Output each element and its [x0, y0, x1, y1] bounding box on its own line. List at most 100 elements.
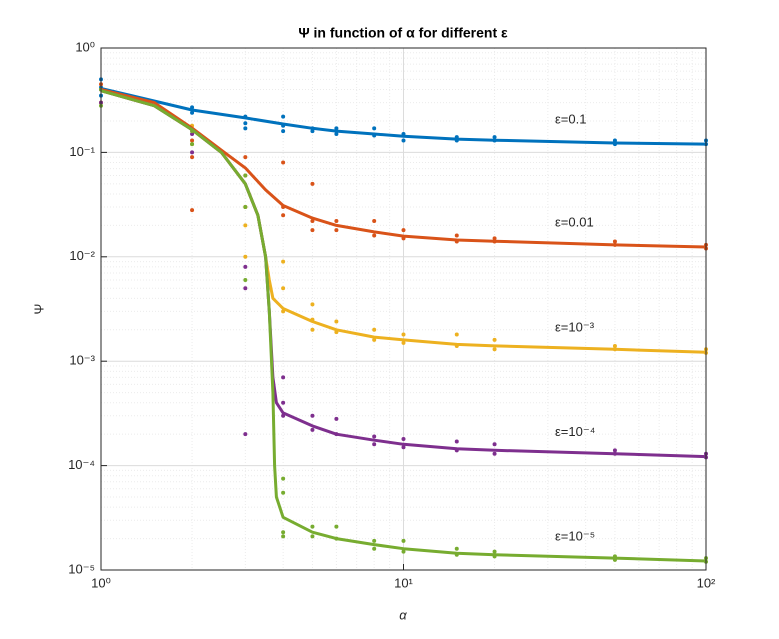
data-point: [334, 132, 339, 137]
series-line: [100, 86, 707, 146]
data-point: [372, 219, 377, 224]
data-point: [334, 126, 339, 131]
data-point: [492, 347, 497, 352]
data-point: [334, 219, 339, 224]
curve-annotation: ε=10⁻³: [555, 320, 595, 335]
data-point: [281, 534, 286, 539]
data-point: [190, 142, 195, 147]
data-point: [281, 114, 286, 119]
data-point: [334, 228, 339, 233]
data-point: [492, 549, 497, 554]
data-point: [612, 343, 617, 348]
data-point: [243, 223, 248, 228]
data-point: [401, 340, 406, 345]
y-tick-label: 10⁰: [75, 39, 95, 54]
data-point: [334, 524, 339, 529]
data-point: [190, 132, 195, 137]
data-point: [281, 375, 286, 380]
x-tick-label: 10⁰: [91, 575, 111, 590]
data-point: [454, 233, 459, 238]
curve-annotation: ε=0.1: [555, 112, 586, 127]
curve-annotation: ε=10⁻⁵: [555, 528, 595, 543]
data-point: [372, 233, 377, 238]
data-point: [243, 432, 248, 437]
data-point: [281, 160, 286, 165]
data-point: [243, 264, 248, 269]
data-point: [190, 155, 195, 160]
data-point: [190, 208, 195, 213]
data-point: [310, 219, 315, 224]
y-tick-label: 10⁻²: [69, 248, 95, 263]
data-point: [281, 259, 286, 264]
data-point: [310, 524, 315, 529]
data-point: [401, 538, 406, 543]
data-point: [492, 451, 497, 456]
data-point: [372, 546, 377, 551]
data-point: [310, 228, 315, 233]
data-point: [372, 126, 377, 131]
data-point: [310, 427, 315, 432]
data-point: [310, 327, 315, 332]
data-point: [372, 442, 377, 447]
data-point: [454, 439, 459, 444]
data-point: [454, 546, 459, 551]
data-point: [243, 277, 248, 282]
data-point: [243, 121, 248, 126]
data-point: [243, 286, 248, 291]
data-point: [281, 400, 286, 405]
data-point: [243, 254, 248, 259]
data-point: [372, 434, 377, 439]
data-point: [281, 286, 286, 291]
data-point: [190, 150, 195, 155]
series-line: [100, 89, 707, 563]
data-point: [243, 204, 248, 209]
y-tick-label: 10⁻³: [69, 353, 95, 368]
data-point: [372, 327, 377, 332]
y-tick-label: 10⁻¹: [69, 144, 95, 159]
data-point: [492, 337, 497, 342]
data-point: [401, 549, 406, 554]
data-point: [281, 129, 286, 134]
data-point: [281, 476, 286, 481]
chart-title: Ψ in function of α for different ε: [298, 25, 508, 41]
data-point: [492, 135, 497, 140]
data-point: [334, 319, 339, 324]
data-point: [243, 155, 248, 160]
data-point: [243, 126, 248, 131]
data-point: [401, 445, 406, 450]
data-point: [401, 228, 406, 233]
data-point: [454, 332, 459, 337]
data-point: [310, 181, 315, 186]
data-point: [334, 416, 339, 421]
data-point: [310, 413, 315, 418]
x-tick-label: 10²: [697, 575, 716, 590]
data-point: [612, 239, 617, 244]
axes-box: [100, 47, 707, 571]
data-point: [190, 138, 195, 143]
x-axis-label: α: [399, 607, 407, 622]
data-point: [190, 110, 195, 115]
data-point: [243, 173, 248, 178]
y-axis-label: Ψ: [31, 304, 46, 315]
data-point: [492, 442, 497, 447]
data-point: [401, 138, 406, 143]
data-point: [310, 129, 315, 134]
data-point: [612, 448, 617, 453]
data-point: [401, 436, 406, 441]
x-tick-label: 10¹: [394, 575, 413, 590]
data-point: [281, 530, 286, 535]
curve-annotation: ε=0.01: [555, 214, 594, 229]
data-point: [281, 490, 286, 495]
data-point: [372, 538, 377, 543]
data-point: [492, 236, 497, 241]
data-point: [310, 302, 315, 307]
curve-annotation: ε=10⁻⁴: [555, 424, 595, 439]
data-point: [401, 332, 406, 337]
data-point: [281, 213, 286, 218]
data-point: [310, 534, 315, 539]
y-tick-label: 10⁻⁴: [68, 457, 95, 472]
y-tick-label: 10⁻⁵: [68, 561, 95, 576]
